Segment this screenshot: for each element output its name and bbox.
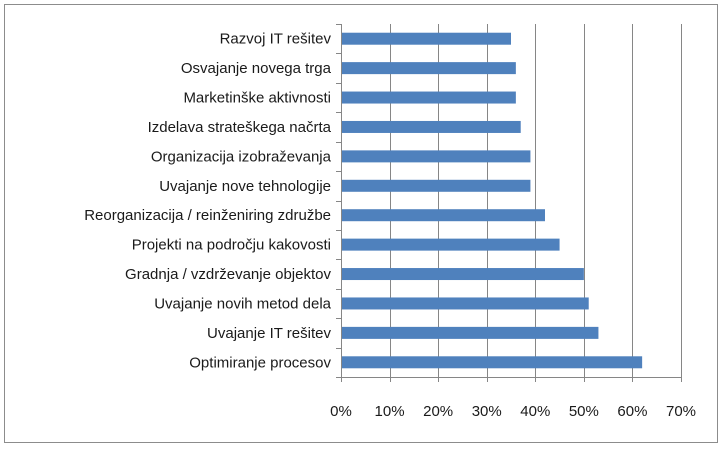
category-label: Marketinške aktivnosti xyxy=(183,90,331,107)
tick-label: 70% xyxy=(666,403,696,420)
axis xyxy=(336,24,682,382)
bar xyxy=(342,238,560,251)
tick-label: 20% xyxy=(423,403,453,420)
tick-label: 10% xyxy=(375,403,405,420)
category-label: Osvajanje novega trga xyxy=(181,60,332,77)
category-labels: Razvoj IT rešitev Osvajanje novega trga Ma… xyxy=(84,31,331,372)
bars xyxy=(342,32,643,369)
tick-label: 60% xyxy=(617,403,647,420)
bar xyxy=(342,179,531,192)
bar xyxy=(342,326,599,339)
category-label: Projekti na področju kakovosti xyxy=(132,237,331,254)
bar xyxy=(342,120,521,133)
category-label: Optimiranje procesov xyxy=(189,354,331,371)
tick-label: 30% xyxy=(472,403,502,420)
category-label: Uvajanje nove tehnologije xyxy=(159,178,331,195)
bar xyxy=(342,209,545,222)
chart-frame xyxy=(4,4,718,443)
bar xyxy=(342,297,589,310)
category-label: Uvajanje IT rešitev xyxy=(207,325,331,342)
bar xyxy=(342,62,516,75)
gridlines xyxy=(390,24,682,377)
tick-label: 0% xyxy=(330,403,352,420)
category-label: Organizacija izobraževanja xyxy=(151,148,332,165)
tick-label: 40% xyxy=(520,403,550,420)
category-label: Reorganizacija / reinženiring združbe xyxy=(84,207,331,224)
category-label: Izdelava strateškega načrta xyxy=(148,119,332,136)
tick-labels: 0% 10% 20% 30% 40% 50% 60% 70% xyxy=(330,403,696,420)
bar xyxy=(342,32,511,45)
tick-label: 50% xyxy=(569,403,599,420)
bar xyxy=(342,150,531,163)
category-label: Uvajanje novih metod dela xyxy=(154,295,331,312)
category-label: Razvoj IT rešitev xyxy=(220,31,332,48)
bar xyxy=(342,356,643,369)
bar xyxy=(342,268,584,281)
bar xyxy=(342,91,516,104)
category-label: Gradnja / vzdrževanje objektov xyxy=(125,266,331,283)
